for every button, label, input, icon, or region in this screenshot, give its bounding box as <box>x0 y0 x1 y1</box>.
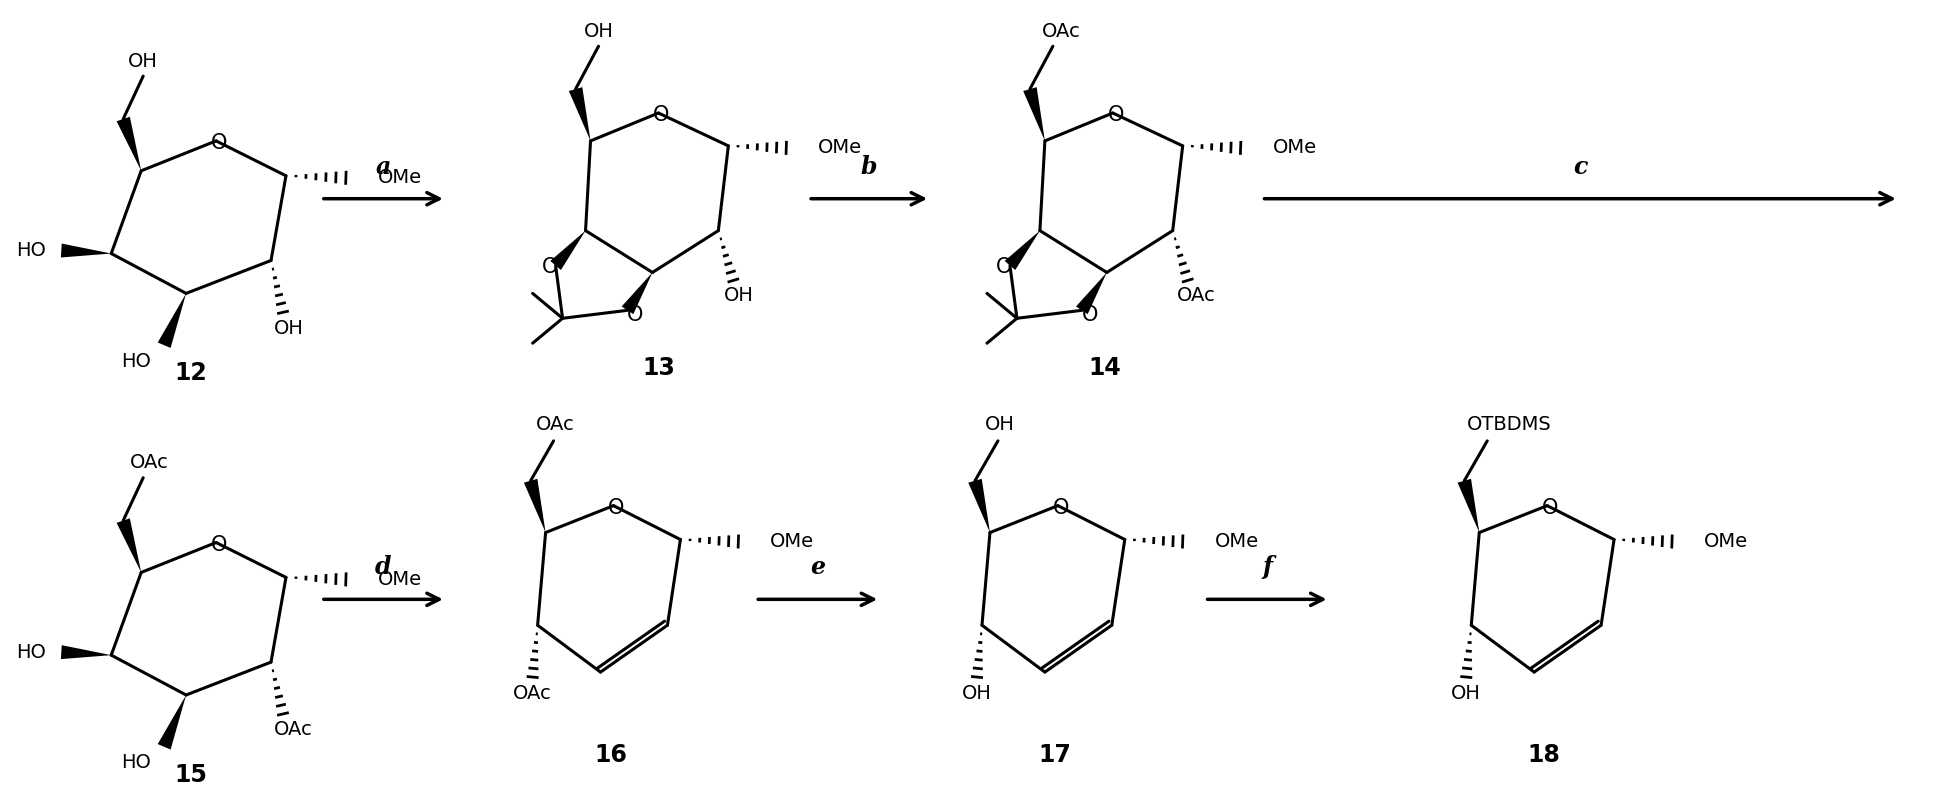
Polygon shape <box>1004 230 1039 270</box>
Text: O: O <box>653 105 669 125</box>
Text: O: O <box>541 258 558 277</box>
Polygon shape <box>157 293 186 348</box>
Text: HO: HO <box>16 642 47 662</box>
Text: OH: OH <box>273 319 304 338</box>
Text: OH: OH <box>128 52 159 70</box>
Text: 17: 17 <box>1037 743 1070 767</box>
Polygon shape <box>116 518 142 572</box>
Text: O: O <box>1053 498 1068 518</box>
Text: OMe: OMe <box>1214 532 1258 551</box>
Text: a: a <box>376 155 392 179</box>
Polygon shape <box>1076 272 1107 314</box>
Polygon shape <box>568 87 589 141</box>
Text: OH: OH <box>985 415 1014 435</box>
Text: c: c <box>1573 155 1586 179</box>
Text: OMe: OMe <box>818 138 863 158</box>
Text: HO: HO <box>122 351 151 371</box>
Text: OAc: OAc <box>273 721 312 739</box>
Polygon shape <box>1022 87 1045 141</box>
Polygon shape <box>551 230 586 270</box>
Text: O: O <box>626 305 644 326</box>
Text: OMe: OMe <box>770 532 814 551</box>
Text: OAc: OAc <box>1041 22 1080 40</box>
Text: OH: OH <box>723 286 752 305</box>
Text: O: O <box>609 498 624 518</box>
Text: HO: HO <box>122 753 151 772</box>
Text: 12: 12 <box>175 361 207 385</box>
Text: OH: OH <box>1450 684 1481 702</box>
Text: 14: 14 <box>1088 356 1121 380</box>
Text: e: e <box>811 555 824 579</box>
Polygon shape <box>524 479 545 532</box>
Text: OTBDMS: OTBDMS <box>1466 415 1551 435</box>
Text: OH: OH <box>584 22 613 40</box>
Text: OMe: OMe <box>1702 532 1747 551</box>
Text: O: O <box>995 258 1012 277</box>
Text: 16: 16 <box>593 743 626 767</box>
Text: HO: HO <box>16 241 47 260</box>
Text: 13: 13 <box>642 356 675 380</box>
Polygon shape <box>116 116 142 170</box>
Polygon shape <box>620 272 652 314</box>
Text: OAc: OAc <box>535 415 574 435</box>
Text: OMe: OMe <box>378 570 423 589</box>
Text: d: d <box>374 555 392 579</box>
Text: O: O <box>1542 498 1557 518</box>
Text: OAc: OAc <box>1177 286 1216 305</box>
Text: O: O <box>1107 105 1123 125</box>
Text: OAc: OAc <box>514 684 553 702</box>
Text: OH: OH <box>962 684 991 702</box>
Text: 15: 15 <box>175 763 207 787</box>
Text: OMe: OMe <box>1272 138 1317 158</box>
Text: O: O <box>211 133 227 153</box>
Polygon shape <box>60 645 111 659</box>
Text: OMe: OMe <box>378 168 423 187</box>
Text: OAc: OAc <box>130 453 169 473</box>
Text: 18: 18 <box>1526 743 1559 767</box>
Polygon shape <box>60 243 111 258</box>
Polygon shape <box>968 479 989 532</box>
Text: b: b <box>861 155 876 179</box>
Polygon shape <box>1456 479 1479 532</box>
Text: O: O <box>1082 305 1097 326</box>
Polygon shape <box>157 695 186 750</box>
Text: f: f <box>1262 555 1272 579</box>
Text: O: O <box>211 535 227 554</box>
